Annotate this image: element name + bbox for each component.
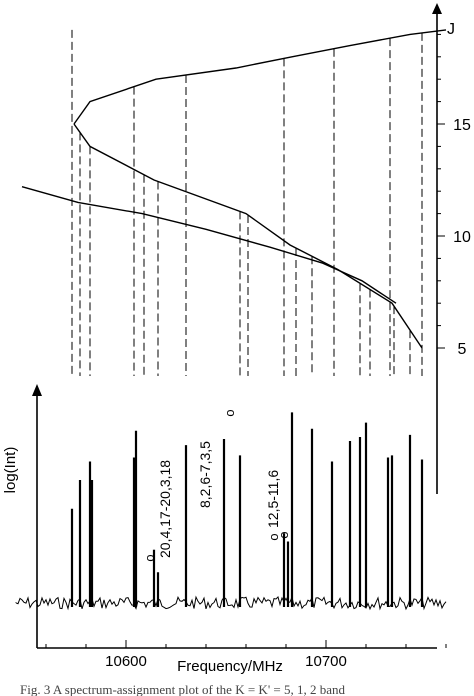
line-assignment-label: 8,2,6-7,3,5 <box>197 441 213 508</box>
line-assignment-label: 12,5-11,6 <box>265 470 281 528</box>
upper-branch-curve <box>73 29 447 125</box>
crossing-branch-curve <box>21 186 397 304</box>
j-tick-label: 10 <box>453 229 471 246</box>
spectral-lines <box>70 412 424 607</box>
frequency-axis-ticks: 10600 10700 <box>45 640 447 670</box>
j-tick-label: 5 <box>458 341 467 358</box>
line-assignment-label: 20,4,17-20,3,18 <box>157 460 173 558</box>
spectrum-baseline-noise <box>15 595 447 611</box>
spectrum-panel: log(Int) 10600 10700 Frequency/MHz 20,4,1… <box>2 384 447 675</box>
j-axis-label: J <box>447 21 455 38</box>
level-branches <box>21 29 447 349</box>
intensity-axis-label: log(Int) <box>2 447 19 494</box>
line-marker: o <box>142 554 157 561</box>
figure-caption: Fig. 3 A spectrum-assignment plot of the… <box>20 682 346 696</box>
frequency-axis-label: Frequency/MHz <box>177 658 283 675</box>
lower-branch-curve <box>73 123 423 349</box>
j-axis-ticks: 5 10 15 <box>437 33 471 358</box>
line-marker: o <box>266 533 281 540</box>
line-marker: o <box>222 409 237 416</box>
line-marker: o <box>276 531 291 538</box>
frequency-tick-label: 10600 <box>105 653 147 670</box>
frequency-tick-label: 10700 <box>305 653 347 670</box>
connector-lines <box>71 29 423 376</box>
intensity-axis-arrow <box>32 384 42 396</box>
energy-level-panel: J 5 10 15 <box>21 3 471 494</box>
j-tick-label: 15 <box>453 117 471 134</box>
j-axis-arrow <box>432 3 442 14</box>
